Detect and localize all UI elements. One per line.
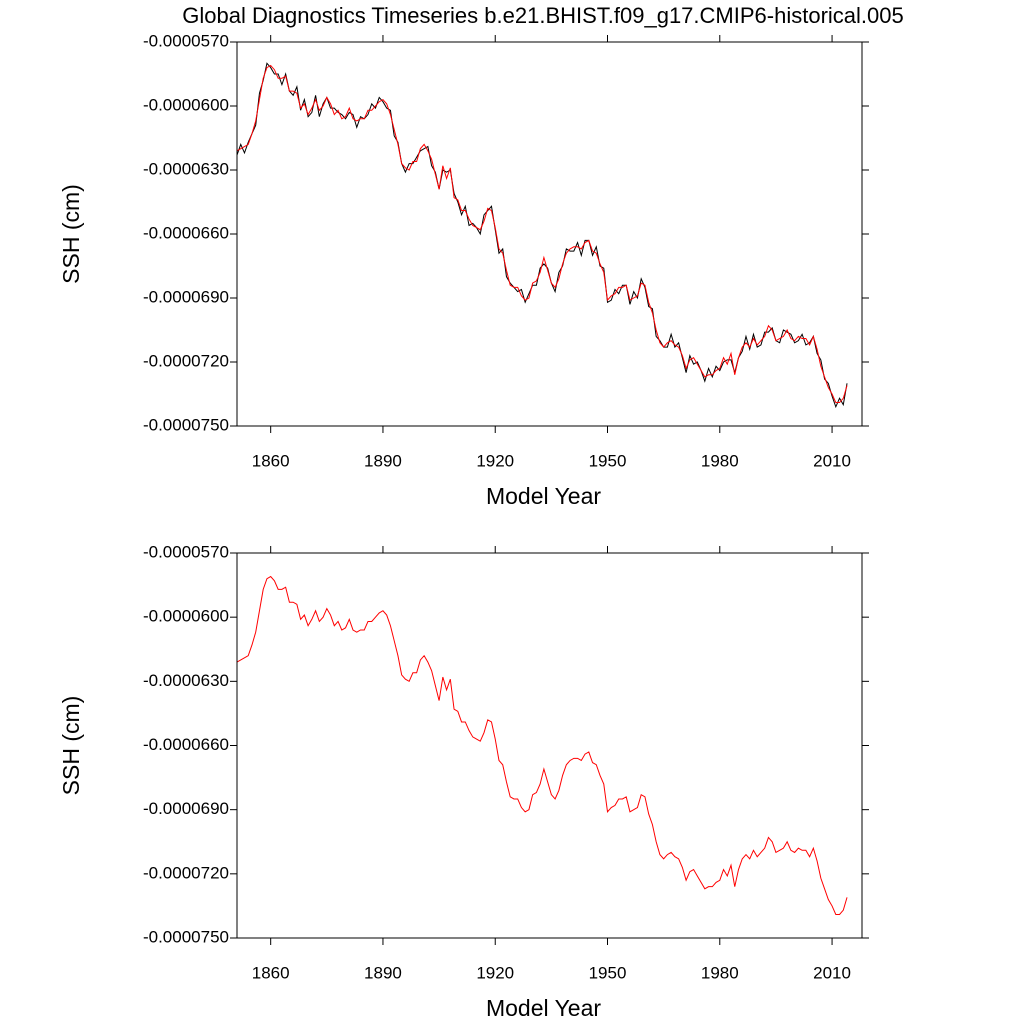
x-axis-label: Model Year <box>486 995 601 1021</box>
y-tick-label: -0.0000720 <box>143 863 229 882</box>
plot-frame <box>236 552 863 939</box>
x-tick-label: 1860 <box>252 451 290 470</box>
series-line <box>237 575 848 915</box>
x-tick-label: 1980 <box>701 963 739 982</box>
y-tick-label: -0.0000660 <box>143 223 229 242</box>
y-tick-label: -0.0000690 <box>143 287 229 306</box>
chart-title: Global Diagnostics Timeseries b.e21.BHIS… <box>182 3 903 28</box>
y-tick-label: -0.0000750 <box>143 415 229 434</box>
y-tick-label: -0.0000600 <box>143 95 229 114</box>
y-tick-label: -0.0000660 <box>143 735 229 754</box>
x-tick-label: 1890 <box>364 451 402 470</box>
y-tick-label: -0.0000720 <box>143 351 229 370</box>
x-tick-label: 1920 <box>476 963 514 982</box>
y-tick-label: -0.0000600 <box>143 607 229 626</box>
plot-frame <box>236 41 863 427</box>
x-tick-label: 1920 <box>476 451 514 470</box>
y-tick-label: -0.0000690 <box>143 799 229 818</box>
y-axis-label: SSH (cm) <box>58 184 84 284</box>
x-tick-label: 2010 <box>813 963 851 982</box>
x-tick-label: 1950 <box>589 963 627 982</box>
x-tick-label: 1980 <box>701 451 739 470</box>
y-tick-label: -0.0000630 <box>143 671 229 690</box>
x-tick-label: 2010 <box>813 451 851 470</box>
y-tick-label: -0.0000570 <box>143 31 229 50</box>
x-tick-label: 1890 <box>364 963 402 982</box>
x-axis-label: Model Year <box>486 483 601 509</box>
y-tick-label: -0.0000630 <box>143 159 229 178</box>
x-tick-label: 1860 <box>252 963 290 982</box>
y-tick-label: -0.0000570 <box>143 542 229 561</box>
y-tick-label: -0.0000750 <box>143 927 229 946</box>
x-tick-label: 1950 <box>589 451 627 470</box>
y-axis-label: SSH (cm) <box>58 696 84 796</box>
series-line <box>237 64 848 404</box>
